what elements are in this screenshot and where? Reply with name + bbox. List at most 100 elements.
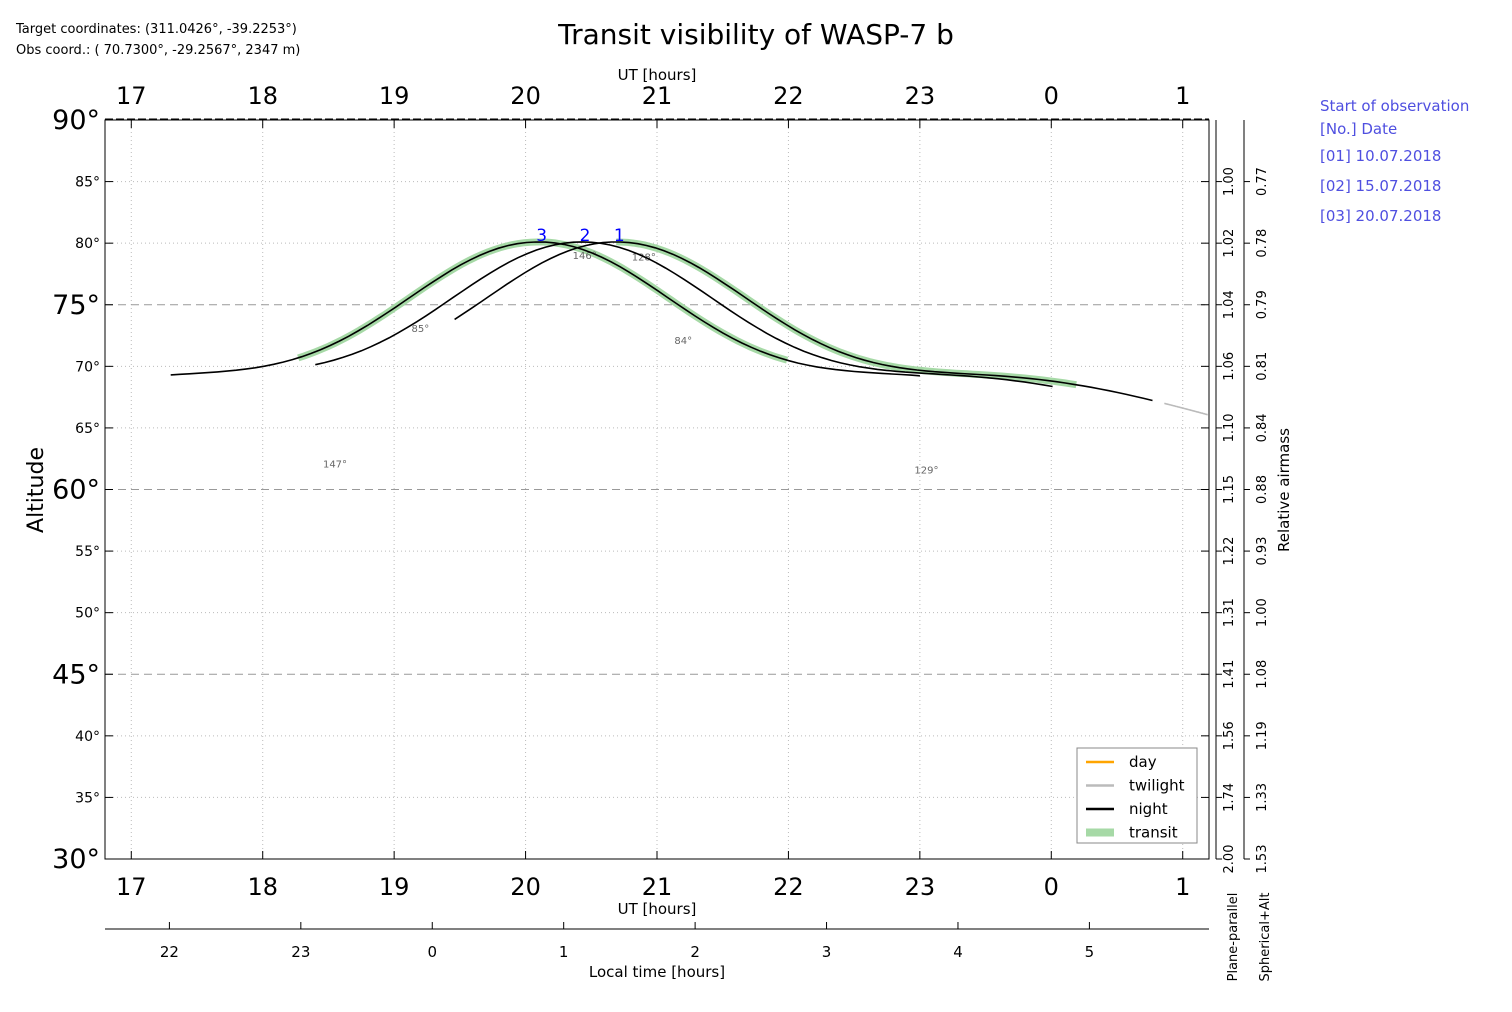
ut-tick-label-bottom: 23 bbox=[905, 873, 936, 901]
chart-title: Transit visibility of WASP-7 b bbox=[557, 18, 954, 51]
ut-tick-label-top: 17 bbox=[116, 82, 147, 110]
local-time-tick-label: 3 bbox=[822, 943, 832, 961]
airmass-plane-parallel-label: 1.10 bbox=[1222, 413, 1237, 442]
airmass-spherical-alt-label: 1.00 bbox=[1255, 598, 1270, 627]
azimuth-label: 129° bbox=[914, 465, 938, 476]
altitude-tick-label: 90° bbox=[52, 105, 100, 136]
local-time-tick-label: 2 bbox=[690, 943, 700, 961]
legend-label-transit: transit bbox=[1129, 824, 1178, 842]
airmass-plane-parallel-label: 1.31 bbox=[1222, 598, 1237, 627]
twilight-curve-1 bbox=[1164, 402, 1208, 416]
airmass-plane-parallel-label: 1.15 bbox=[1222, 475, 1237, 504]
azimuth-label: 128° bbox=[632, 252, 656, 263]
altitude-tick-label: 30° bbox=[52, 844, 100, 875]
altitude-tick-label: 45° bbox=[52, 659, 100, 690]
local-time-tick-label: 1 bbox=[559, 943, 569, 961]
observation-entry: [01] 10.07.2018 bbox=[1320, 147, 1442, 165]
altitude-tick-label: 55° bbox=[75, 544, 100, 560]
observation-list: Start of observation [No.] Date [01] 10.… bbox=[1320, 95, 1469, 231]
ut-tick-label-bottom: 19 bbox=[379, 873, 410, 901]
azimuth-label: 85° bbox=[412, 324, 430, 335]
night-curve-2 bbox=[315, 241, 1053, 388]
observation-list-header: [No.] Date bbox=[1320, 120, 1398, 138]
altitude-curves: 1 128° 129° 2 146° 147° 3 85° 84° bbox=[170, 226, 1208, 476]
observation-entry: [02] 15.07.2018 bbox=[1320, 177, 1442, 195]
ut-tick-label-top: 23 bbox=[905, 82, 936, 110]
ut-tick-label-top: 1 bbox=[1175, 82, 1190, 110]
legend-label-day: day bbox=[1129, 753, 1157, 771]
altitude-tick-label: 35° bbox=[75, 790, 100, 806]
ut-tick-label-top: 21 bbox=[642, 82, 673, 110]
night-curve-1 bbox=[454, 241, 1153, 402]
local-time-tick-label: 22 bbox=[160, 943, 179, 961]
ut-tick-label-top: 0 bbox=[1044, 82, 1059, 110]
airmass-spherical-alt-label: 1.53 bbox=[1255, 845, 1270, 874]
altitude-tick-label: 60° bbox=[52, 475, 100, 506]
night-curve-3 bbox=[170, 241, 920, 377]
ut-tick-label-top: 20 bbox=[510, 82, 541, 110]
top-x-axis-label: UT [hours] bbox=[618, 66, 697, 84]
airmass-plane-parallel-label: 1.56 bbox=[1222, 721, 1237, 750]
airmass-plane-parallel-label: 1.00 bbox=[1222, 167, 1237, 196]
local-time-tick-label: 4 bbox=[953, 943, 963, 961]
observation-entry: [03] 20.07.2018 bbox=[1320, 207, 1442, 225]
airmass-spherical-alt-label: 0.81 bbox=[1255, 352, 1270, 381]
grid bbox=[105, 120, 1209, 859]
altitude-tick-label: 85° bbox=[75, 175, 100, 191]
altitude-tick-label: 50° bbox=[75, 606, 100, 622]
ut-tick-label-bottom: 20 bbox=[510, 873, 541, 901]
altitude-tick-label: 75° bbox=[52, 290, 100, 321]
ut-tick-label-top: 22 bbox=[773, 82, 804, 110]
curve-number-label: 3 bbox=[536, 226, 547, 246]
target-coordinates: Target coordinates: (311.0426°, -39.2253… bbox=[16, 22, 297, 37]
airmass-axis-label: Relative airmass bbox=[1275, 428, 1293, 552]
y-axis-label: Altitude bbox=[24, 447, 49, 533]
altitude-tick-label: 40° bbox=[75, 729, 100, 745]
airmass-spherical-alt-label: 0.93 bbox=[1255, 537, 1270, 566]
bottom-x-axis-label: UT [hours] bbox=[618, 900, 697, 918]
local-time-axis-label: Local time [hours] bbox=[589, 963, 725, 981]
ut-tick-label-bottom: 17 bbox=[116, 873, 147, 901]
altitude-tick-label: 65° bbox=[75, 421, 100, 437]
local-time-tick-label: 23 bbox=[291, 943, 310, 961]
ut-tick-label-top: 19 bbox=[379, 82, 410, 110]
legend-box bbox=[1076, 747, 1198, 844]
curve-number-label: 1 bbox=[614, 226, 625, 246]
ut-tick-label-bottom: 22 bbox=[773, 873, 804, 901]
airmass-spherical-alt-label: 0.88 bbox=[1255, 475, 1270, 504]
airmass-plane-parallel-label: 1.74 bbox=[1222, 783, 1237, 812]
airmass-spherical-alt-label: 0.84 bbox=[1255, 413, 1270, 442]
observation-list-title: Start of observation bbox=[1320, 97, 1470, 115]
ut-tick-label-bottom: 21 bbox=[642, 873, 673, 901]
legend-label-twilight: twilight bbox=[1129, 777, 1185, 795]
azimuth-label: 146° bbox=[573, 251, 597, 262]
airmass-spherical-alt-label: 0.77 bbox=[1255, 167, 1270, 196]
altitude-tick-label: 80° bbox=[75, 236, 100, 252]
airmass-spherical-alt-label: 0.79 bbox=[1255, 290, 1270, 319]
airmass-plane-parallel-label: 1.02 bbox=[1222, 229, 1237, 258]
observatory-coordinates: Obs coord.: ( 70.7300°, -29.2567°, 2347 … bbox=[16, 43, 301, 58]
airmass-plane-parallel-label: 1.06 bbox=[1222, 352, 1237, 381]
axes: 1717181819192020212122222323001190°85°80… bbox=[52, 82, 1270, 961]
azimuth-label: 147° bbox=[323, 459, 347, 470]
airmass-plane-parallel-label: 1.04 bbox=[1222, 290, 1237, 319]
legend-label-night: night bbox=[1129, 800, 1168, 818]
local-time-tick-label: 5 bbox=[1085, 943, 1095, 961]
curve-number-label: 2 bbox=[580, 226, 591, 246]
ut-tick-label-bottom: 1 bbox=[1175, 873, 1190, 901]
spherical-alt-label: Spherical+Alt bbox=[1258, 893, 1273, 982]
airmass-spherical-alt-label: 1.33 bbox=[1255, 783, 1270, 812]
ut-tick-label-bottom: 0 bbox=[1044, 873, 1059, 901]
transit-band-3 bbox=[297, 238, 789, 364]
chart-legend: day twilight night transit bbox=[1076, 747, 1198, 844]
airmass-plane-parallel-label: 2.00 bbox=[1222, 845, 1237, 874]
plane-parallel-label: Plane-parallel bbox=[1226, 893, 1241, 982]
local-time-tick-label: 0 bbox=[427, 943, 437, 961]
airmass-spherical-alt-label: 1.19 bbox=[1255, 721, 1270, 750]
azimuth-label: 84° bbox=[674, 336, 692, 347]
altitude-tick-label: 70° bbox=[75, 359, 100, 375]
ut-tick-label-bottom: 18 bbox=[247, 873, 278, 901]
airmass-spherical-alt-label: 0.78 bbox=[1255, 229, 1270, 258]
ut-tick-label-top: 18 bbox=[247, 82, 278, 110]
